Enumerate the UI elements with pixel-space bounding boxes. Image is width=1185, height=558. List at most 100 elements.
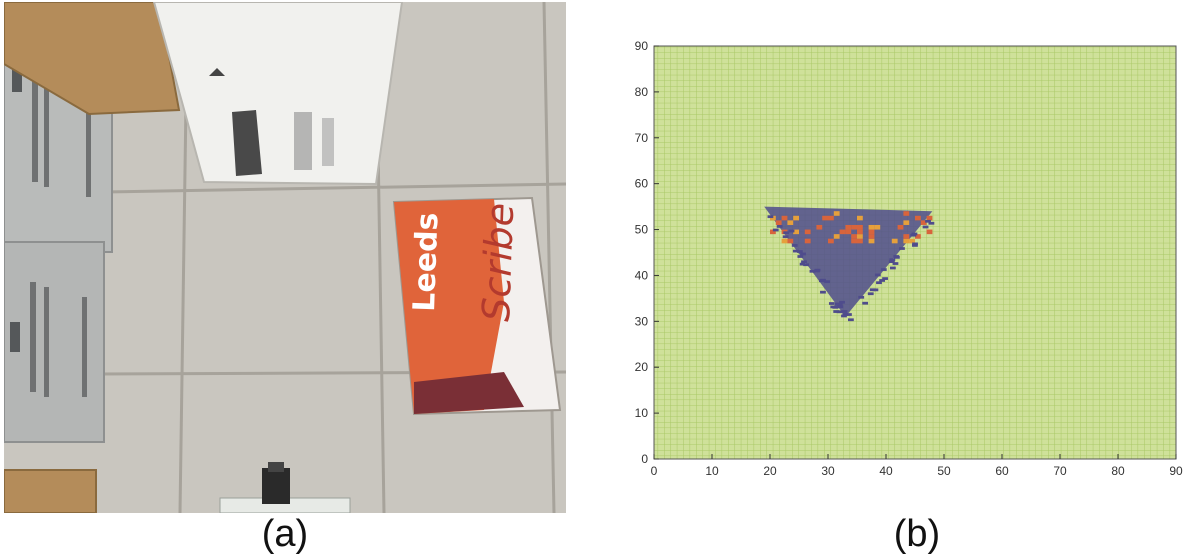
boundary-cell (793, 229, 799, 235)
edge-cell (809, 269, 816, 273)
x-tick-label: 30 (821, 464, 835, 478)
x-tick-label: 20 (763, 464, 777, 478)
occupied-region (764, 206, 935, 322)
edge-cell (833, 310, 840, 313)
boundary-cell (868, 224, 875, 230)
edge-cell (828, 302, 835, 305)
axes: 0 10 20 30 40 50 60 70 80 90 0 10 20 30 40 50 60 70 80 90 (635, 39, 1183, 478)
boundary-cell (897, 224, 904, 230)
edge-cell (772, 228, 779, 232)
boundary-cell (793, 215, 799, 221)
x-tick-label: 50 (937, 464, 951, 478)
x-tick-label: 70 (1053, 464, 1067, 478)
box-brand-label: Scribe (474, 202, 522, 322)
boundary-cell (787, 220, 794, 225)
boundary-cell (822, 215, 828, 221)
sensor-device (219, 462, 351, 513)
boundary-cell (857, 215, 863, 221)
boundary-cell (903, 220, 910, 225)
edge-cell (801, 260, 807, 264)
boundary-cell (787, 238, 794, 244)
edge-cell (782, 235, 789, 239)
edge-cell (880, 268, 887, 271)
boundary-cell (915, 234, 921, 239)
boundary-cell (868, 238, 875, 244)
y-tick-label: 30 (635, 314, 649, 328)
x-tick-label: 40 (879, 464, 893, 478)
boundary-cell (828, 215, 834, 221)
y-tick-label: 0 (641, 452, 648, 466)
edge-cell (874, 273, 881, 277)
boundary-cell (926, 229, 933, 235)
boundary-cell (903, 234, 910, 239)
edge-cell (892, 262, 899, 265)
edge-cell (792, 249, 799, 253)
boundary-cell (926, 215, 933, 221)
edge-cell (899, 247, 905, 250)
boundary-cell (891, 238, 898, 244)
edge-cell (910, 233, 917, 237)
edge-cell (882, 277, 888, 280)
boundary-cell (804, 229, 811, 235)
boundary-cell (857, 234, 863, 239)
edge-cell (925, 219, 931, 223)
wooden-shelf (4, 2, 181, 116)
x-tick-label: 90 (1169, 464, 1183, 478)
edge-cell (841, 310, 848, 313)
boundary-cell (851, 234, 857, 239)
edge-cell (814, 268, 821, 272)
y-tick-label: 50 (635, 223, 649, 237)
y-tick-label: 70 (635, 131, 649, 145)
boundary-cell (874, 224, 881, 230)
edge-cell (783, 231, 790, 235)
boundary-cell (770, 215, 776, 221)
y-tick-label: 20 (635, 360, 649, 374)
y-tick-label: 60 (635, 177, 649, 191)
boundary-cell (781, 238, 788, 244)
edge-cell (776, 225, 783, 228)
edge-cell (799, 262, 806, 266)
boundary-cell (833, 211, 840, 216)
white-cardboard-box (152, 2, 404, 186)
edge-cell (800, 252, 806, 256)
boundary-cell (857, 224, 863, 230)
edge-cell (912, 244, 918, 247)
free-space-grid (653, 45, 1177, 460)
edge-cell (803, 263, 810, 267)
edge-cell (848, 318, 854, 322)
edge-cell (889, 266, 896, 270)
edge-cell (912, 242, 918, 246)
edge-cell (796, 250, 803, 253)
edge-cell (842, 313, 849, 316)
edge-cell (893, 255, 900, 258)
boundary-cell (781, 215, 788, 221)
boundary-cell (903, 211, 910, 216)
boundary-cell (868, 229, 875, 235)
edge-cell (922, 225, 929, 229)
edge-cell (839, 300, 845, 304)
boundary-cell (909, 238, 915, 244)
x-tick-label: 10 (705, 464, 719, 478)
edge-cell (928, 221, 935, 225)
edge-cell (767, 215, 774, 219)
boundary-cell (851, 238, 857, 244)
boundary-cell (920, 220, 927, 225)
scribe-box: Leeds Scribe (392, 196, 562, 416)
boundary-cell (804, 238, 811, 244)
edge-cell (824, 280, 831, 284)
edge-cell (832, 305, 839, 309)
boundary-cell (839, 229, 846, 235)
y-tick-label: 80 (635, 85, 649, 99)
caption-a: (a) (261, 513, 309, 555)
wooden-block (4, 469, 97, 513)
edge-cell (858, 295, 865, 299)
edge-cell (879, 279, 886, 282)
edge-cell (862, 301, 869, 305)
boundary-cell (775, 220, 782, 225)
y-tick-label: 40 (635, 268, 649, 282)
boundary-cell (868, 234, 875, 239)
boundary-cell (903, 238, 910, 244)
edge-cell (889, 258, 896, 262)
scene-photo: Leeds Scribe (4, 2, 566, 513)
boundary-cell (915, 215, 921, 221)
